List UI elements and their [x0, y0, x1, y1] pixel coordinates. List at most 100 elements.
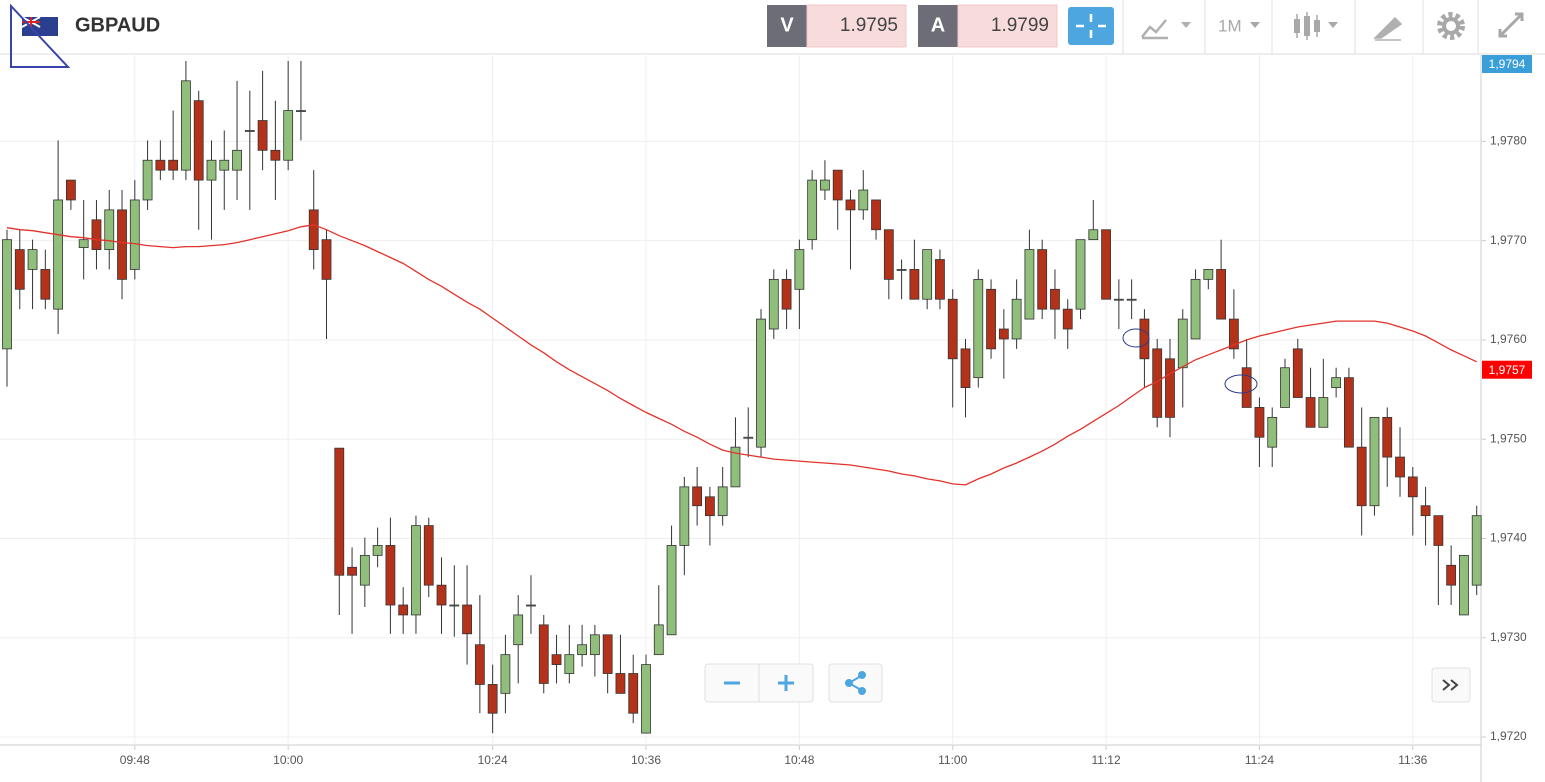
candle-body [858, 189, 869, 211]
y-tick-label: 1,9780 [1490, 134, 1527, 148]
bid-box[interactable]: V 1.9795 [767, 4, 907, 48]
candle-body [768, 278, 779, 330]
candle-body [538, 624, 549, 684]
candle-body [66, 179, 76, 201]
timeframe-button[interactable]: 1M [1218, 16, 1260, 35]
crosshair-button[interactable] [1068, 7, 1114, 45]
candle-body [1395, 456, 1405, 478]
candle-body [1331, 377, 1342, 388]
candle-body [666, 545, 677, 636]
candle-body [692, 486, 703, 507]
candle-body [832, 169, 843, 201]
scroll-right-button[interactable] [1431, 667, 1471, 703]
candle-body [398, 604, 409, 616]
candle-body [896, 269, 907, 271]
candle-body [1382, 416, 1393, 458]
candle-body [577, 644, 587, 656]
candle-body [1088, 229, 1099, 241]
candle-body [909, 269, 920, 300]
y-tick-label: 1,9750 [1490, 431, 1527, 445]
candle-body [820, 179, 830, 191]
candle-body [500, 654, 511, 694]
candle-body [155, 159, 166, 171]
candle-body [1241, 367, 1252, 408]
candle-body [1228, 318, 1239, 350]
candle-body [513, 614, 524, 646]
candle-body [232, 149, 242, 171]
candle-body [1292, 348, 1303, 398]
share-button[interactable] [828, 663, 883, 703]
price-marker [1482, 55, 1532, 73]
candle-body [679, 486, 690, 546]
candle-body [551, 654, 562, 665]
candle-body [871, 199, 881, 231]
candle-body [743, 436, 754, 439]
candle-body [1369, 416, 1380, 507]
candle-body [1471, 515, 1482, 586]
x-tick-label: 10:00 [273, 753, 303, 767]
candle-body [998, 328, 1009, 340]
y-tick-label: 1,9760 [1490, 332, 1527, 346]
candle-body [423, 525, 434, 586]
settings-button[interactable] [1437, 12, 1465, 40]
drawing-button[interactable] [1373, 16, 1403, 41]
zoom-in-button[interactable] [778, 675, 794, 691]
candle-body [730, 446, 741, 488]
candle-body [1101, 229, 1111, 300]
bid-price: 1.9795 [840, 15, 898, 36]
candle-body [1011, 298, 1022, 340]
candle-body [1126, 298, 1137, 301]
candle-body [206, 159, 217, 181]
drawing-ellipse [1122, 328, 1150, 348]
candle-body [1139, 318, 1150, 360]
candle-body [2, 239, 12, 350]
drawing-triangle [10, 3, 71, 68]
candle-body [411, 525, 421, 616]
candle-body [347, 566, 357, 576]
x-tick-label: 11:12 [1092, 753, 1121, 767]
candle-body [1113, 298, 1124, 301]
candle-body [602, 634, 613, 674]
candle-body [1024, 249, 1035, 320]
bid-label: V [780, 14, 794, 36]
ask-box[interactable]: A 1.9799 [918, 4, 1058, 48]
y-tick-label: 1,9730 [1490, 630, 1527, 644]
candle-body [1280, 367, 1290, 408]
candle-body [487, 684, 498, 714]
candle-body [1267, 416, 1278, 448]
candle-body [385, 545, 396, 606]
candle-body [1177, 318, 1188, 369]
x-tick-label: 11:24 [1245, 753, 1274, 767]
chart-type-button[interactable] [1294, 12, 1338, 40]
candle-body [181, 80, 191, 171]
candle-body [1062, 308, 1073, 330]
plot-area: 1,9720 1,9730 1,9740 1,9750 1,9760 1,9770 1,97… [0, 55, 1532, 782]
candle-body [705, 496, 715, 517]
candle-body [474, 644, 485, 685]
candle-body [1203, 269, 1214, 280]
drawing-ellipse [1224, 374, 1258, 394]
zoom-controls [704, 663, 814, 703]
candle-body [947, 298, 958, 360]
x-tick-label: 10:48 [784, 753, 814, 767]
y-tick-label: 1,9720 [1490, 729, 1527, 743]
candle-body [321, 239, 332, 280]
symbol[interactable]: GBPAUD [75, 14, 160, 36]
timeframe: 1M [1218, 16, 1242, 35]
candle-body [973, 278, 984, 379]
indicator-button[interactable] [1141, 19, 1191, 40]
x-tick-label: 11:00 [938, 753, 967, 767]
x-tick-label: 10:24 [478, 753, 508, 767]
fullscreen-button[interactable] [1498, 12, 1524, 38]
candle-body [883, 229, 894, 280]
candle-body [78, 239, 89, 249]
candle-body [53, 199, 64, 310]
price-marker-label: 1,9757 [1489, 363, 1526, 377]
candle-body [1190, 278, 1201, 340]
x-tick-label: 11:36 [1398, 753, 1427, 767]
candle-body [628, 673, 639, 714]
candle-body [589, 634, 600, 656]
candle-body [219, 159, 230, 171]
candle-body [1446, 564, 1457, 586]
toolbar-separators [1122, 0, 1479, 54]
